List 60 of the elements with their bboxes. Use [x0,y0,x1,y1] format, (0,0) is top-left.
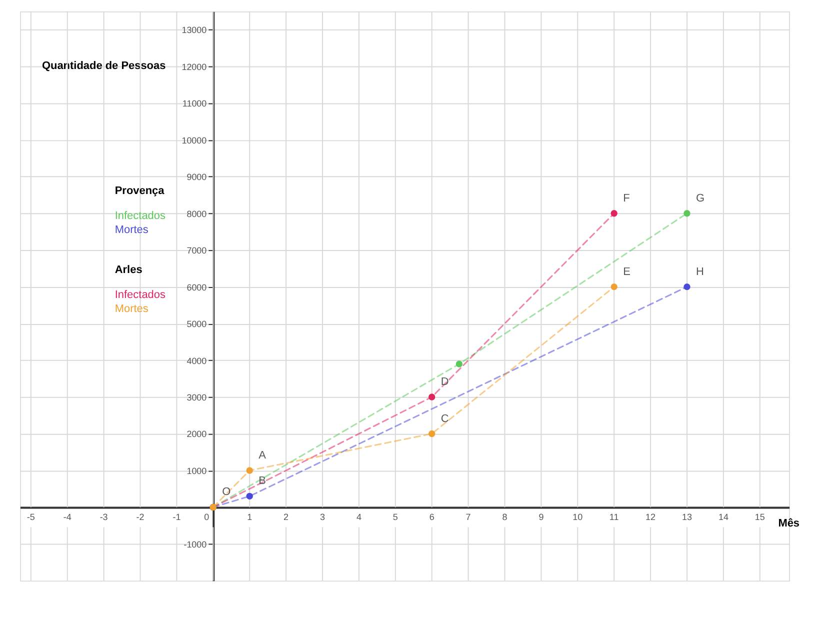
x-tick-label: 0 [204,512,210,522]
y-tick-label: -1000 [184,539,207,550]
y-tick-label: 1000 [186,466,207,476]
x-tick-label: -3 [100,512,108,522]
text: Mortes [114,302,149,315]
x-tick-label: 2 [284,512,289,522]
point [246,492,253,500]
text: Mortes [114,224,149,236]
annotation: O [222,486,231,498]
text: Infectados [114,289,166,301]
y-tick-label: 8000 [186,208,207,219]
x-tick-label: 10 [572,512,583,522]
x-tick-label: 12 [646,512,656,522]
point [610,283,618,290]
annotation: H [696,266,704,278]
point [428,430,436,438]
point [684,283,690,290]
annotation: G [696,192,705,204]
x-tick-label: 6 [429,512,434,522]
x-tick-label: 7 [466,512,471,522]
point [610,210,618,217]
x-tick-label: -1 [172,512,181,522]
x-tick-label: -4 [63,512,72,522]
annotation: E [623,266,630,278]
y-tick-label: 10000 [182,135,207,146]
x-tick-label: -5 [26,512,35,522]
x-tick-label: 9 [538,512,544,522]
x-tick-label: 1 [247,512,252,522]
point [246,467,253,474]
y-tick-label: 6000 [186,282,207,292]
annotation: Provença [114,185,166,198]
y-tick-label: 7000 [186,246,207,256]
y-tick-label: 13000 [182,25,207,36]
point [456,360,463,368]
annotation: F [623,192,630,204]
x-tick-label: -2 [136,512,144,522]
point [428,394,436,400]
annotation: D [440,376,449,388]
point [684,210,690,217]
y-tick-label: 11000 [182,98,207,109]
x-tick-label: 14 [718,512,728,522]
x-tick-label: 4 [356,512,362,522]
y-tick-label: 3000 [186,392,207,403]
y-tick-label: 5000 [186,319,207,330]
x-tick-label: 3 [320,512,325,522]
text: Infectados [114,210,166,222]
y-tick-label: 12000 [182,62,207,72]
annotation: Arles [114,264,142,276]
y-tick-label: 9000 [186,172,207,182]
y-tick-label: 2000 [186,429,207,440]
x-axis-title: Mês [778,518,800,530]
x-tick-label: 8 [502,512,508,522]
annotation: A [258,449,267,462]
y-tick-label: 4000 [186,356,207,366]
x-tick-label: 5 [392,512,398,522]
y-axis-title: Quantidade de Pessoas [42,60,166,72]
x-tick-label: 15 [754,512,765,522]
x-tick-label: 13 [682,512,692,522]
x-tick-label: 11 [609,512,619,522]
annotation: C [440,412,449,425]
